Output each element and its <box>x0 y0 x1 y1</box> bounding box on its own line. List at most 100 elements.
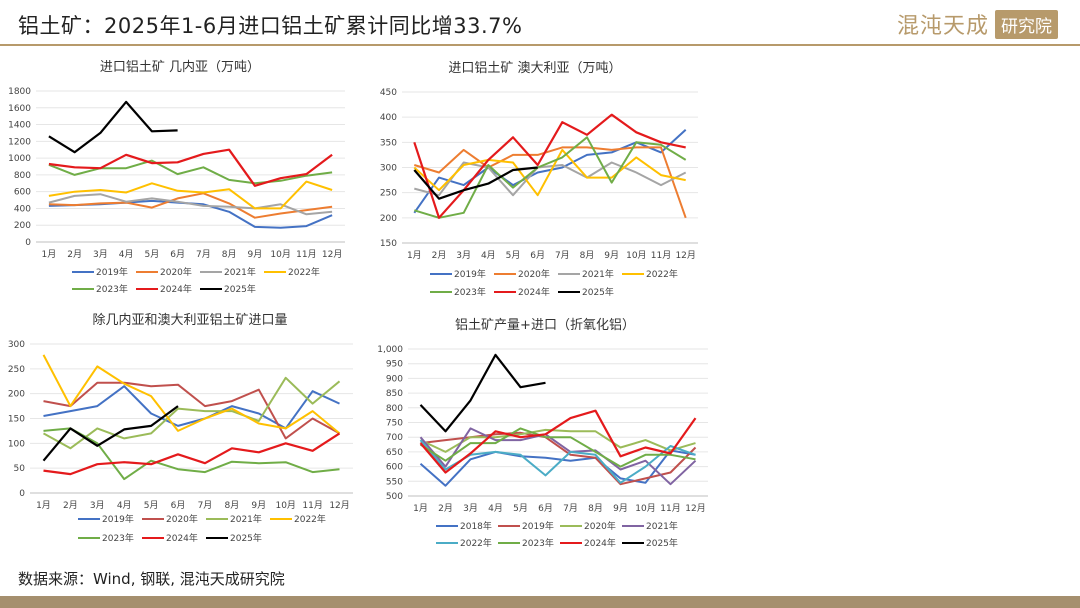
y-tick-label: 500 <box>386 492 403 502</box>
x-tick-label: 4月 <box>488 503 503 514</box>
x-tick-label: 5月 <box>513 503 528 514</box>
legend-label: 2022年 <box>288 266 320 278</box>
series-line-2020年 <box>414 146 687 219</box>
data-source-note: 数据来源：Wind, 钢联, 混沌天成研究院 <box>18 570 285 588</box>
legend-label: 2021年 <box>224 266 256 278</box>
x-tick-label: 5月 <box>145 249 160 260</box>
y-tick-label: 800 <box>386 404 403 414</box>
legend-label: 2024年 <box>584 537 616 549</box>
y-tick-label: 350 <box>380 138 397 148</box>
logo-box-text: 研究院 <box>995 9 1058 39</box>
x-tick-label: 12月 <box>329 500 349 511</box>
y-tick-label: 700 <box>386 433 403 443</box>
series-line-2020年 <box>48 192 333 219</box>
y-tick-label: 850 <box>386 389 403 399</box>
series-line-2019年 <box>413 129 687 214</box>
legend-label: 2020年 <box>584 520 616 532</box>
y-tick-label: 150 <box>8 415 25 425</box>
legend-label: 2021年 <box>646 520 678 532</box>
x-tick-label: 11月 <box>660 503 680 514</box>
x-tick-label: 8月 <box>222 249 237 260</box>
chart-title-3: 铝土矿产量+进口（折氧化铝） <box>455 318 635 333</box>
series-line-2022年 <box>413 148 686 197</box>
series-line-2021年 <box>48 193 333 216</box>
page-title: 铝土矿：2025年1-6月进口铝土矿累计同比增33.7% <box>18 14 523 38</box>
legend-label: 2020年 <box>166 513 198 525</box>
company-logo: 混沌天成 研究院 <box>897 9 1058 39</box>
x-tick-label: 7月 <box>555 250 570 261</box>
legend-label: 2021年 <box>582 268 614 280</box>
series-line-2025年 <box>42 405 179 462</box>
y-tick-label: 450 <box>380 88 397 98</box>
x-tick-label: 10月 <box>626 250 646 261</box>
legend-label: 2025年 <box>646 537 678 549</box>
legend-label: 2024年 <box>166 532 198 544</box>
x-tick-label: 5月 <box>144 500 159 511</box>
legend-label: 2025年 <box>582 286 614 298</box>
series-line-2023年 <box>43 427 340 481</box>
x-tick-label: 12月 <box>675 250 695 261</box>
series-line-2025年 <box>48 100 178 154</box>
y-tick-label: 550 <box>386 477 403 487</box>
legend-label: 2022年 <box>294 513 326 525</box>
y-tick-label: 1600 <box>8 104 31 114</box>
y-tick-label: 1200 <box>8 137 31 147</box>
series-line-2025年 <box>419 353 546 433</box>
x-tick-label: 8月 <box>225 500 240 511</box>
x-tick-label: 5月 <box>506 250 521 261</box>
x-tick-label: 6月 <box>530 250 545 261</box>
x-tick-label: 9月 <box>613 503 628 514</box>
y-tick-label: 300 <box>8 340 25 350</box>
x-tick-label: 4月 <box>119 249 134 260</box>
x-tick-label: 8月 <box>588 503 603 514</box>
x-tick-label: 7月 <box>198 500 213 511</box>
chart-title-1: 进口铝土矿 澳大利亚（万吨） <box>448 60 621 76</box>
y-tick-label: 250 <box>380 189 397 199</box>
legend-label: 2019年 <box>522 520 554 532</box>
legend-label: 2020年 <box>518 268 550 280</box>
x-tick-label: 12月 <box>685 503 705 514</box>
x-tick-label: 9月 <box>248 249 263 260</box>
y-tick-label: 600 <box>14 188 31 198</box>
x-tick-label: 10月 <box>635 503 655 514</box>
y-tick-label: 1000 <box>8 154 31 164</box>
x-tick-label: 3月 <box>90 500 105 511</box>
legend-label: 2023年 <box>96 283 128 295</box>
series-line-2022年 <box>48 180 333 210</box>
legend-label: 2022年 <box>460 537 492 549</box>
series-line-2020年 <box>420 428 696 453</box>
y-tick-label: 150 <box>380 239 397 249</box>
legend-label: 2022年 <box>646 268 678 280</box>
y-tick-label: 50 <box>14 464 26 474</box>
x-tick-label: 4月 <box>481 250 496 261</box>
y-tick-label: 400 <box>380 113 397 123</box>
y-tick-label: 0 <box>25 238 31 248</box>
x-tick-label: 4月 <box>117 500 132 511</box>
series-line-2019年 <box>420 431 697 486</box>
x-tick-label: 9月 <box>604 250 619 261</box>
series-line-2023年 <box>414 136 687 219</box>
legend-label: 2023年 <box>522 537 554 549</box>
legend-label: 2025年 <box>230 532 262 544</box>
x-tick-label: 11月 <box>651 250 671 261</box>
series-line-2024年 <box>419 409 697 474</box>
legend-label: 2024年 <box>518 286 550 298</box>
logo-brand-text: 混沌天成 <box>896 14 989 39</box>
x-tick-label: 1月 <box>42 249 57 260</box>
legend-label: 2023年 <box>454 286 486 298</box>
y-tick-label: 200 <box>8 390 25 400</box>
y-tick-label: 0 <box>19 489 25 499</box>
y-tick-label: 200 <box>14 221 31 231</box>
x-tick-label: 7月 <box>563 503 578 514</box>
y-tick-label: 1,000 <box>377 345 403 355</box>
series-line-2023年 <box>48 159 333 185</box>
x-tick-label: 11月 <box>296 249 316 260</box>
x-tick-label: 3月 <box>463 503 478 514</box>
legend-label: 2019年 <box>96 266 128 278</box>
y-tick-label: 1400 <box>8 121 31 131</box>
chart-title-0: 进口铝土矿 几内亚（万吨） <box>100 59 260 75</box>
series-line-2021年 <box>43 376 341 450</box>
x-tick-label: 2月 <box>432 250 447 261</box>
x-tick-label: 2月 <box>438 503 453 514</box>
